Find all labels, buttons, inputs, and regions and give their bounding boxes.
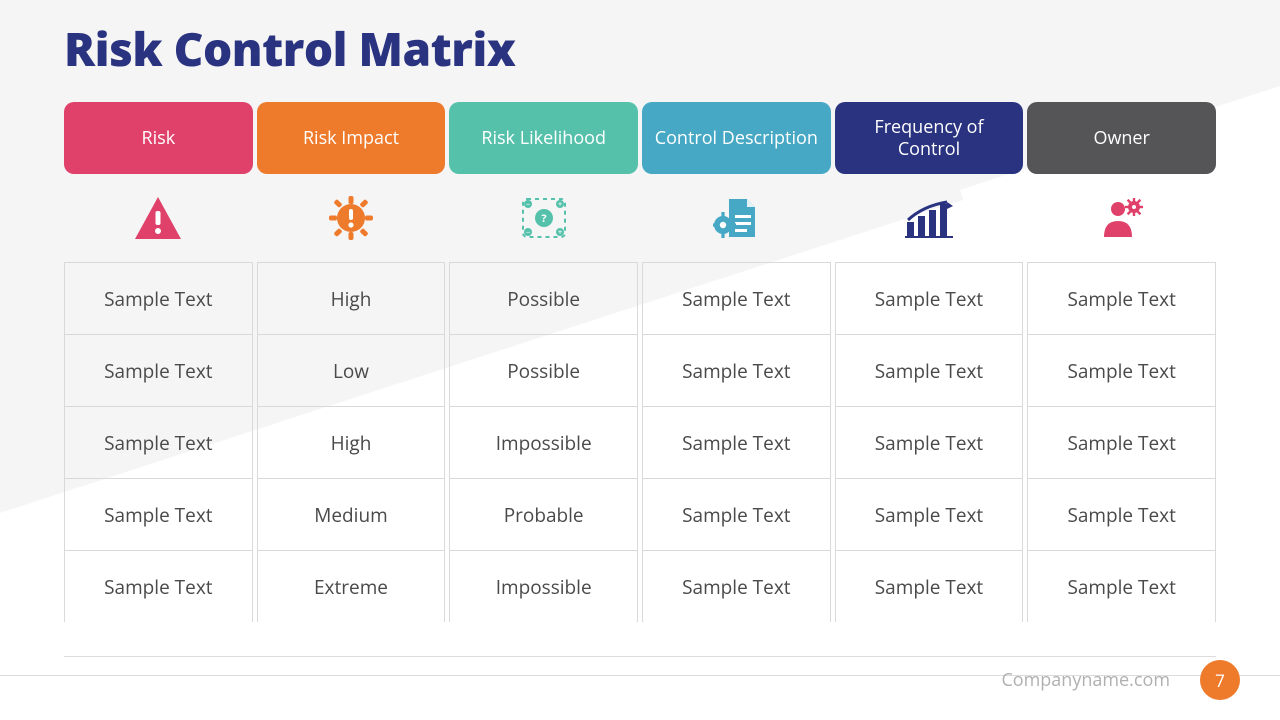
column-header: Control Description xyxy=(642,102,831,174)
table-cell: Possible xyxy=(450,262,637,334)
table-cell: Sample Text xyxy=(1028,550,1215,622)
table-cell: Sample Text xyxy=(65,550,252,622)
risk-matrix-table: RiskRisk ImpactRisk LikelihoodControl De… xyxy=(64,102,1216,622)
table-cell: Impossible xyxy=(450,406,637,478)
table-cell: Sample Text xyxy=(836,334,1023,406)
column-header: Owner xyxy=(1027,102,1216,174)
table-cell: Sample Text xyxy=(1028,478,1215,550)
page-title: Risk Control Matrix xyxy=(64,18,1216,80)
table-cell: Sample Text xyxy=(65,262,252,334)
table-cell: Sample Text xyxy=(643,478,830,550)
column-body: Sample TextSample TextSample TextSample … xyxy=(642,262,831,622)
column-header: Risk xyxy=(64,102,253,174)
table-cell: High xyxy=(258,406,445,478)
svg-text:+: + xyxy=(557,227,562,238)
slide: Risk Control Matrix RiskRisk ImpactRisk … xyxy=(0,0,1280,720)
footer-site: Companyname.com xyxy=(1001,668,1170,692)
table-cell: Sample Text xyxy=(836,478,1023,550)
column-body: PossiblePossibleImpossibleProbableImposs… xyxy=(449,262,638,622)
column-header: Risk Impact xyxy=(257,102,446,174)
table-cell: Medium xyxy=(258,478,445,550)
table-cell: Impossible xyxy=(450,550,637,622)
process-gear-icon: ? − + − + xyxy=(449,178,638,258)
table-cell: Sample Text xyxy=(643,406,830,478)
column-body: Sample TextSample TextSample TextSample … xyxy=(1027,262,1216,622)
table-cell: Sample Text xyxy=(643,550,830,622)
growth-chart-icon xyxy=(835,178,1024,258)
table-cell: Extreme xyxy=(258,550,445,622)
table-cell: Sample Text xyxy=(643,334,830,406)
table-cell: Sample Text xyxy=(836,406,1023,478)
column-header: Risk Likelihood xyxy=(449,102,638,174)
table-cell: Sample Text xyxy=(1028,262,1215,334)
table-cell: Possible xyxy=(450,334,637,406)
svg-text:−: − xyxy=(525,227,530,238)
table-cell: Probable xyxy=(450,478,637,550)
table-cell: Sample Text xyxy=(65,406,252,478)
svg-text:+: + xyxy=(557,199,562,210)
column-body: HighLowHighMediumExtreme xyxy=(257,262,446,622)
gear-document-icon xyxy=(642,178,831,258)
svg-text:−: − xyxy=(525,199,530,210)
table-bottom-rule xyxy=(64,656,1216,657)
page-number-badge: 7 xyxy=(1200,660,1240,700)
column-header: Frequency of Control xyxy=(835,102,1024,174)
svg-text:?: ? xyxy=(541,211,546,226)
table-cell: Sample Text xyxy=(1028,334,1215,406)
column-body: Sample TextSample TextSample TextSample … xyxy=(64,262,253,622)
table-cell: Low xyxy=(258,334,445,406)
column-body: Sample TextSample TextSample TextSample … xyxy=(835,262,1024,622)
table-cell: Sample Text xyxy=(836,550,1023,622)
table-cell: Sample Text xyxy=(1028,406,1215,478)
table-cell: Sample Text xyxy=(65,478,252,550)
warning-triangle-icon xyxy=(64,178,253,258)
table-cell: Sample Text xyxy=(643,262,830,334)
table-cell: High xyxy=(258,262,445,334)
table-cell: Sample Text xyxy=(65,334,252,406)
alert-gear-icon xyxy=(257,178,446,258)
person-gear-icon xyxy=(1027,178,1216,258)
table-cell: Sample Text xyxy=(836,262,1023,334)
